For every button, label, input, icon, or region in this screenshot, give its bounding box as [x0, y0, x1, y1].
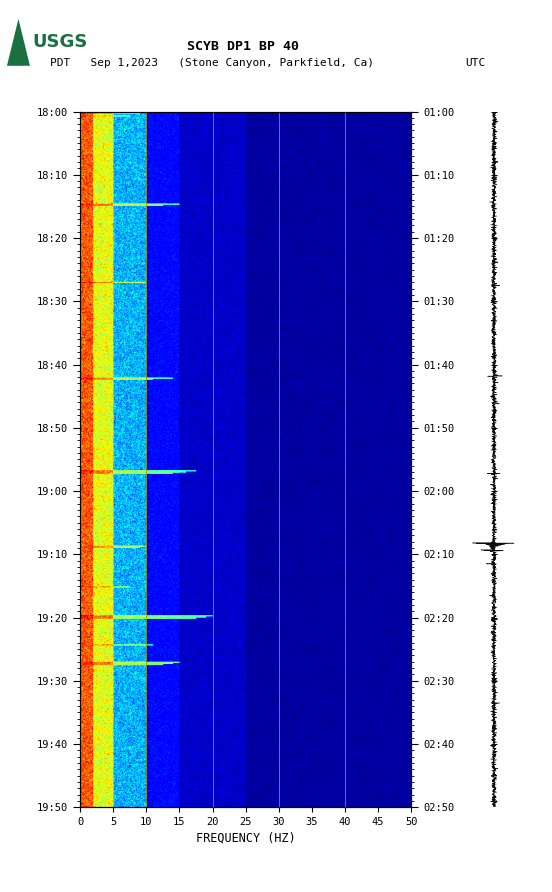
Text: PDT   Sep 1,2023   (Stone Canyon, Parkfield, Ca): PDT Sep 1,2023 (Stone Canyon, Parkfield,… [50, 58, 374, 68]
X-axis label: FREQUENCY (HZ): FREQUENCY (HZ) [196, 831, 295, 844]
Text: UTC: UTC [465, 58, 486, 68]
Text: SCYB DP1 BP 40: SCYB DP1 BP 40 [187, 40, 299, 54]
Text: USGS: USGS [33, 33, 88, 52]
Polygon shape [7, 19, 30, 66]
